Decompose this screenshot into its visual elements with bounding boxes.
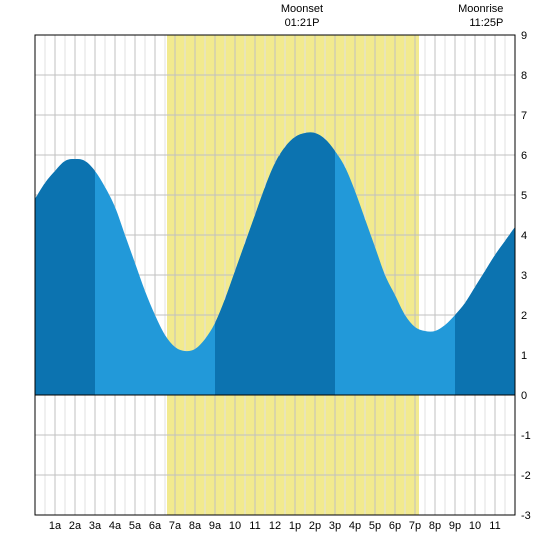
y-tick-label: 6	[521, 150, 527, 162]
y-tick-label: -2	[521, 470, 531, 482]
y-tick-label: -3	[521, 510, 531, 522]
x-tick-label: 8a	[189, 520, 202, 532]
tide-chart: -3-2-101234567891a2a3a4a5a6a7a8a9a101112…	[0, 0, 550, 550]
y-tick-label: -1	[521, 430, 531, 442]
event-label-bottom: 11:25P	[469, 17, 503, 29]
x-tick-label: 10	[469, 520, 481, 532]
x-tick-label: 5a	[129, 520, 142, 532]
y-tick-label: 7	[521, 110, 527, 122]
x-tick-label: 3a	[89, 520, 102, 532]
x-tick-label: 12	[269, 520, 281, 532]
x-tick-label: 11	[249, 520, 260, 532]
event-label-bottom: 01:21P	[285, 17, 320, 29]
y-tick-label: 2	[521, 310, 527, 322]
x-tick-label: 1p	[289, 520, 301, 532]
x-tick-label: 5p	[369, 520, 381, 532]
y-tick-label: 9	[521, 30, 527, 42]
y-tick-label: 3	[521, 270, 527, 282]
x-tick-label: 8p	[429, 520, 441, 532]
x-tick-label: 7a	[169, 520, 182, 532]
x-tick-label: 9p	[449, 520, 461, 532]
chart-canvas: -3-2-101234567891a2a3a4a5a6a7a8a9a101112…	[0, 0, 550, 550]
x-tick-label: 4p	[349, 520, 361, 532]
event-label-top: Moonrise	[458, 3, 503, 15]
x-tick-label: 3p	[329, 520, 341, 532]
x-tick-label: 4a	[109, 520, 122, 532]
y-tick-label: 8	[521, 70, 527, 82]
y-tick-label: 4	[521, 230, 527, 242]
x-tick-label: 10	[229, 520, 241, 532]
y-tick-label: 1	[521, 350, 527, 362]
y-tick-label: 5	[521, 190, 527, 202]
x-tick-label: 6p	[389, 520, 401, 532]
x-tick-label: 2a	[69, 520, 82, 532]
x-tick-label: 2p	[309, 520, 321, 532]
event-label-top: Moonset	[281, 3, 323, 15]
x-tick-label: 11	[489, 520, 500, 532]
x-tick-label: 7p	[409, 520, 421, 532]
x-tick-label: 1a	[49, 520, 62, 532]
y-tick-label: 0	[521, 390, 527, 402]
x-tick-label: 9a	[209, 520, 222, 532]
x-tick-label: 6a	[149, 520, 162, 532]
